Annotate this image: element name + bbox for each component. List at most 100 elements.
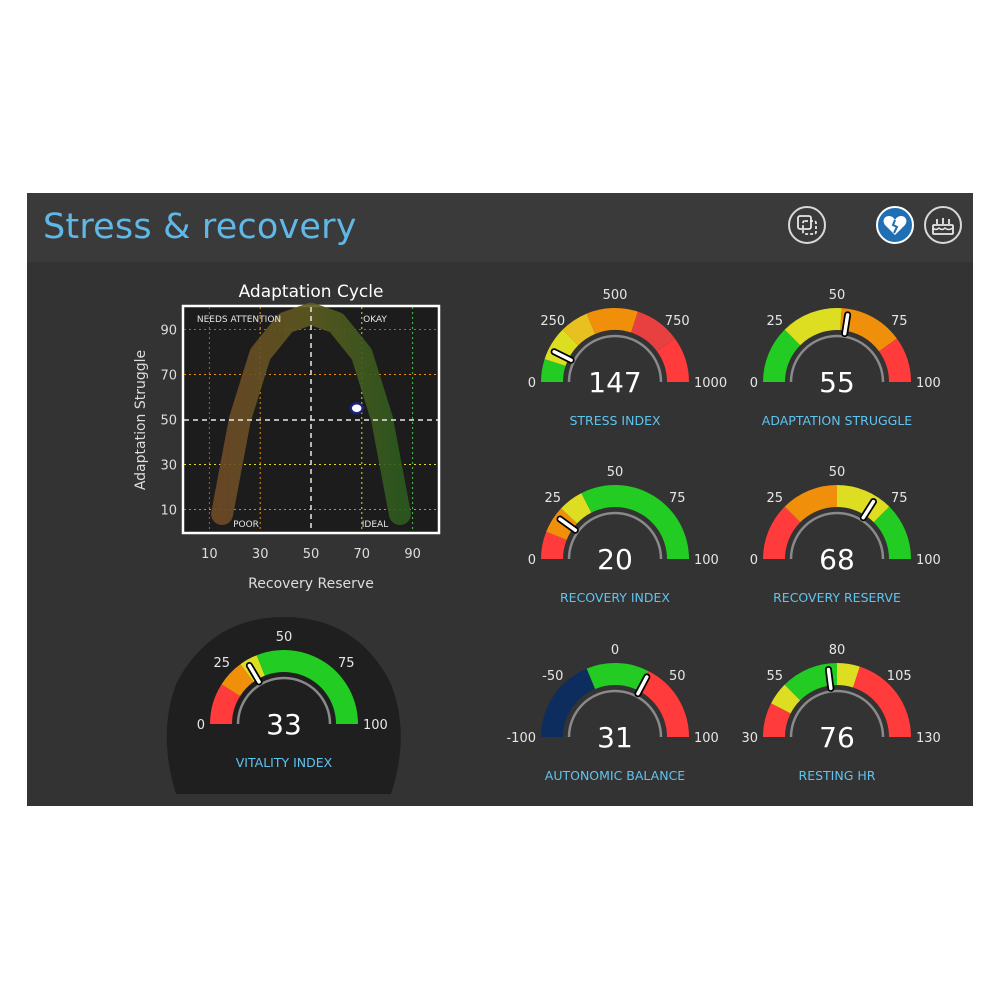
gauge-tick-label: 55: [767, 669, 784, 684]
gauge-tick-label: 0: [197, 718, 205, 733]
gauge-needle: [842, 313, 850, 336]
gauge-tick-label: 25: [767, 314, 784, 329]
birthday-cake-icon: [932, 218, 954, 235]
app-window: Stress & recovery Ada: [27, 193, 973, 806]
adaptation-struggle-value: 55: [819, 366, 855, 399]
gauge-band: [586, 663, 649, 691]
screenshot-button[interactable]: [788, 206, 826, 244]
autonomic-balance-value: 31: [597, 721, 633, 754]
y-axis-label: Adaptation Struggle: [133, 350, 149, 490]
gauge-band: [541, 668, 596, 737]
y-tick-label: 10: [160, 504, 177, 519]
gauge-band: [763, 506, 801, 559]
vitality-index-value: 33: [266, 708, 302, 741]
quadrant-label-needs-attention: NEEDS ATTENTION: [197, 315, 281, 325]
quadrant-label-ideal: IDEAL: [362, 520, 388, 530]
y-tick-label: 30: [160, 459, 177, 474]
gauge-band: [784, 485, 837, 523]
gauge-band: [873, 506, 911, 559]
vitality-index-label: VITALITY INDEX: [236, 755, 333, 770]
gauge-band: [541, 531, 567, 559]
adaptation-struggle-label: ADAPTATION STRUGGLE: [762, 413, 913, 428]
x-tick-labels: 10 30 50 70 90: [201, 547, 421, 562]
gauge-band: [256, 650, 358, 724]
chart-title: Adaptation Cycle: [239, 282, 384, 302]
recovery-index-gauge: 0 25 50 75 100 20 RECOVERY INDEX: [528, 465, 719, 605]
gauge-inner-ring: [789, 334, 885, 383]
gauge-inner-ring: [567, 689, 663, 738]
recovery-reserve-label: RECOVERY RESERVE: [773, 590, 901, 605]
data-point: [349, 402, 364, 415]
autonomic-balance-label: AUTONOMIC BALANCE: [545, 768, 686, 783]
gauge-tick-label: 50: [829, 288, 846, 303]
gauge-needle: [861, 499, 876, 520]
cake-button[interactable]: [924, 206, 962, 244]
recovery-reserve-gauge: 0 25 50 75 100 68 RECOVERY RESERVE: [750, 465, 941, 605]
recovery-index-label: RECOVERY INDEX: [560, 590, 670, 605]
gauge-inner-ring: [567, 511, 663, 560]
vitality-panel: [166, 617, 401, 794]
gauge-tick-label: 75: [891, 314, 908, 329]
gauge-band: [210, 684, 241, 724]
stress-index-gauge: 0 250 500 750 1000 147 STRESS INDEX: [528, 288, 727, 428]
x-tick-label: 10: [201, 547, 218, 562]
gauge-tick-label: 50: [276, 630, 293, 645]
gauge-band: [638, 671, 689, 737]
stress-index-label: STRESS INDEX: [569, 413, 661, 428]
vitality-index-gauge: 0 25 50 75 100 33 VITALITY INDEX: [197, 630, 388, 770]
gauge-band: [879, 338, 911, 382]
adaptation-curve: [211, 302, 411, 525]
gauge-band: [541, 359, 566, 382]
gauge-band: [853, 666, 911, 737]
gauge-needle: [636, 675, 649, 696]
x-tick-label: 90: [404, 547, 421, 562]
stress-index-value: 147: [588, 366, 641, 399]
gauge-tick-label: 100: [694, 731, 719, 746]
resting-hr-label: RESTING HR: [799, 768, 876, 783]
gauge-tick-label: 1000: [694, 376, 727, 391]
gauge-tick-label: 25: [545, 491, 562, 506]
gauge-tick-label: 0: [528, 376, 536, 391]
gauge-band: [840, 308, 897, 352]
y-tick-label: 70: [160, 369, 177, 384]
y-tick-label: 50: [160, 414, 177, 429]
heart-button[interactable]: [876, 206, 914, 244]
gauge-needle: [558, 517, 578, 532]
gauge-tick-label: 750: [665, 314, 690, 329]
gauge-tick-label: 100: [916, 376, 941, 391]
adaptation-curve-path: [211, 302, 411, 525]
gauge-tick-label: 75: [891, 491, 908, 506]
gauge-tick-label: 100: [916, 553, 941, 568]
header-bar: Stress & recovery: [27, 193, 973, 262]
resting-hr-gauge: 30 55 80 105 130 76 RESTING HR: [741, 643, 940, 783]
gauge-band: [763, 329, 801, 382]
quadrant-label-poor: POOR: [233, 520, 259, 530]
gauge-tick-label: 105: [887, 669, 912, 684]
gauge-inner-ring: [789, 511, 885, 560]
x-axis-label: Recovery Reserve: [248, 576, 374, 592]
page-title: Stress & recovery: [43, 207, 357, 247]
gauge-tick-label: 30: [741, 731, 758, 746]
gauge-band: [221, 664, 254, 697]
gauge-inner-ring: [236, 676, 332, 725]
gauge-needle: [826, 667, 833, 691]
gauge-tick-label: 75: [338, 656, 355, 671]
current-position-marker: [349, 402, 364, 415]
broken-heart-icon: [883, 216, 907, 235]
gauge-tick-label: 0: [750, 553, 758, 568]
recovery-reserve-value: 68: [819, 543, 855, 576]
gauge-tick-label: 50: [669, 669, 686, 684]
gauge-tick-label: 130: [916, 731, 941, 746]
quadrant-label-okay: OKAY: [363, 315, 387, 325]
gauge-band: [586, 308, 638, 334]
gauge-band: [561, 493, 592, 524]
x-tick-label: 30: [252, 547, 269, 562]
dashboard-content: Adaptation Cycle NEEDS ATTENTION OKAY PO…: [133, 282, 941, 794]
gauge-band: [581, 485, 689, 559]
autonomic-balance-gauge: -100 -50 0 50 100 31 AUTONOMIC BALANCE: [506, 643, 718, 783]
x-tick-label: 70: [354, 547, 371, 562]
gauge-tick-label: 80: [829, 643, 846, 658]
gauge-needle: [552, 349, 573, 362]
gauge-band: [837, 485, 890, 523]
